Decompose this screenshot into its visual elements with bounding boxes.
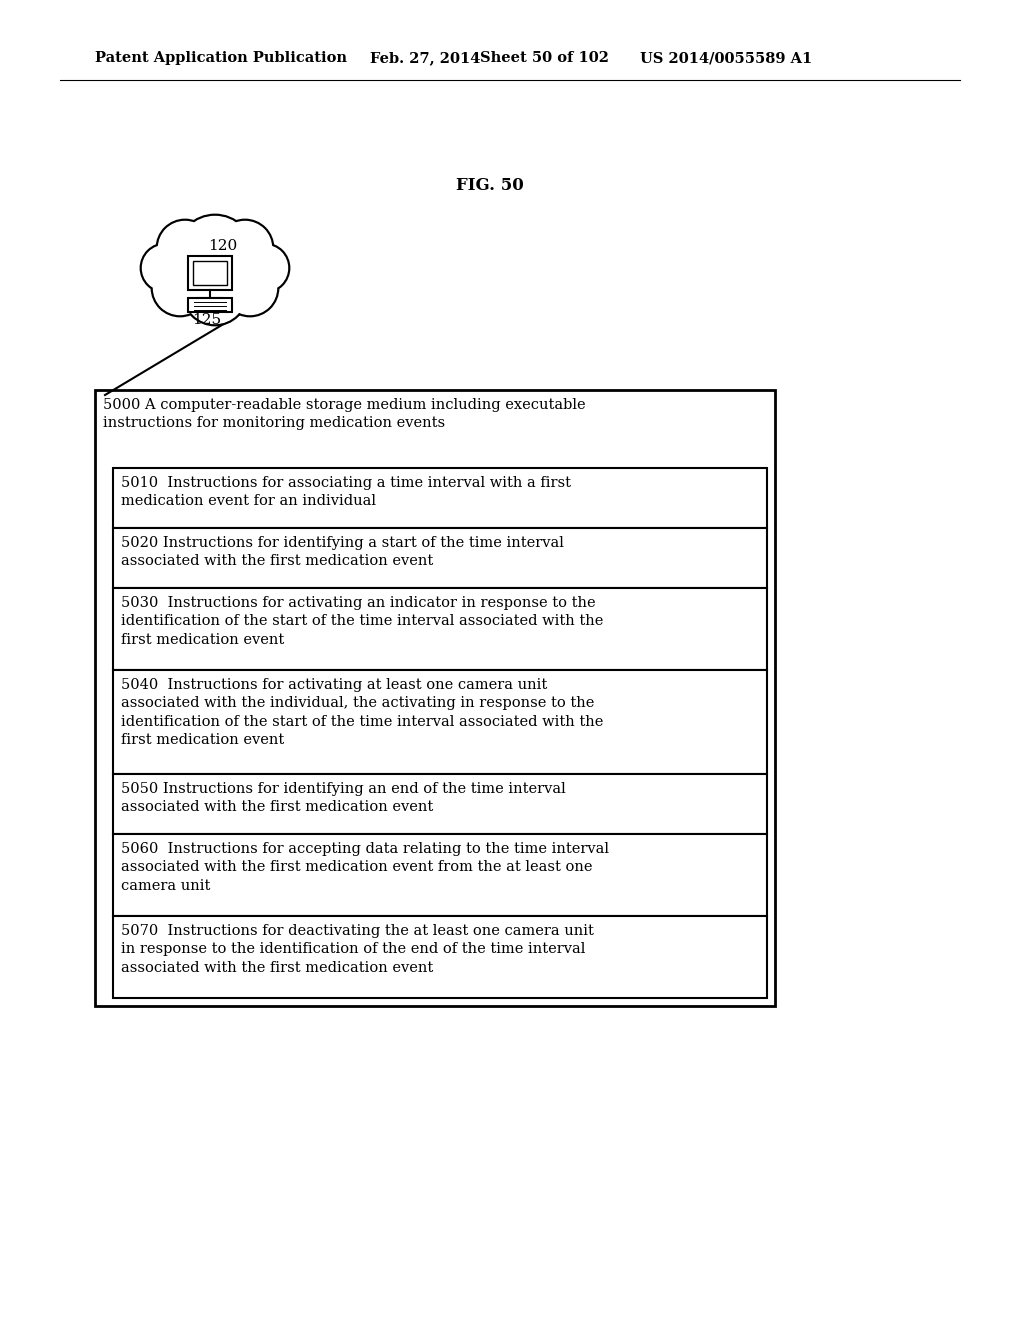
Text: 5010  Instructions for associating a time interval with a first
medication event: 5010 Instructions for associating a time… [121, 477, 571, 508]
Text: 125: 125 [193, 313, 221, 327]
Circle shape [141, 244, 189, 292]
FancyBboxPatch shape [193, 261, 227, 285]
Circle shape [241, 244, 289, 292]
Text: 5070  Instructions for deactivating the at least one camera unit
in response to : 5070 Instructions for deactivating the a… [121, 924, 594, 974]
FancyBboxPatch shape [113, 671, 767, 774]
Circle shape [177, 215, 253, 290]
Circle shape [157, 220, 213, 276]
Text: 5060  Instructions for accepting data relating to the time interval
associated w: 5060 Instructions for accepting data rel… [121, 842, 609, 892]
Circle shape [152, 260, 208, 315]
Circle shape [217, 220, 273, 276]
Text: Patent Application Publication: Patent Application Publication [95, 51, 347, 65]
Text: 5040  Instructions for activating at least one camera unit
associated with the i: 5040 Instructions for activating at leas… [121, 678, 603, 747]
Text: 120: 120 [208, 239, 238, 253]
Circle shape [159, 222, 212, 275]
FancyBboxPatch shape [113, 834, 767, 916]
FancyBboxPatch shape [113, 528, 767, 587]
Circle shape [218, 222, 271, 275]
Circle shape [222, 260, 278, 315]
Circle shape [142, 246, 187, 290]
FancyBboxPatch shape [113, 916, 767, 998]
Circle shape [154, 261, 207, 314]
Circle shape [183, 261, 247, 325]
Text: 5000 A computer-readable storage medium including executable
instructions for mo: 5000 A computer-readable storage medium … [103, 399, 586, 430]
Text: 5050 Instructions for identifying an end of the time interval
associated with th: 5050 Instructions for identifying an end… [121, 781, 565, 814]
Circle shape [184, 263, 246, 323]
Text: FIG. 50: FIG. 50 [456, 177, 524, 194]
Text: Sheet 50 of 102: Sheet 50 of 102 [480, 51, 609, 65]
Text: 5030  Instructions for activating an indicator in response to the
identification: 5030 Instructions for activating an indi… [121, 597, 603, 647]
Text: US 2014/0055589 A1: US 2014/0055589 A1 [640, 51, 812, 65]
Circle shape [178, 216, 252, 289]
FancyBboxPatch shape [113, 587, 767, 671]
FancyBboxPatch shape [113, 774, 767, 834]
FancyBboxPatch shape [188, 298, 232, 312]
FancyBboxPatch shape [188, 256, 232, 290]
Text: 5020 Instructions for identifying a start of the time interval
associated with t: 5020 Instructions for identifying a star… [121, 536, 564, 569]
FancyBboxPatch shape [95, 389, 775, 1006]
Circle shape [243, 246, 288, 290]
FancyBboxPatch shape [113, 469, 767, 528]
Text: Feb. 27, 2014: Feb. 27, 2014 [370, 51, 480, 65]
Circle shape [223, 261, 276, 314]
